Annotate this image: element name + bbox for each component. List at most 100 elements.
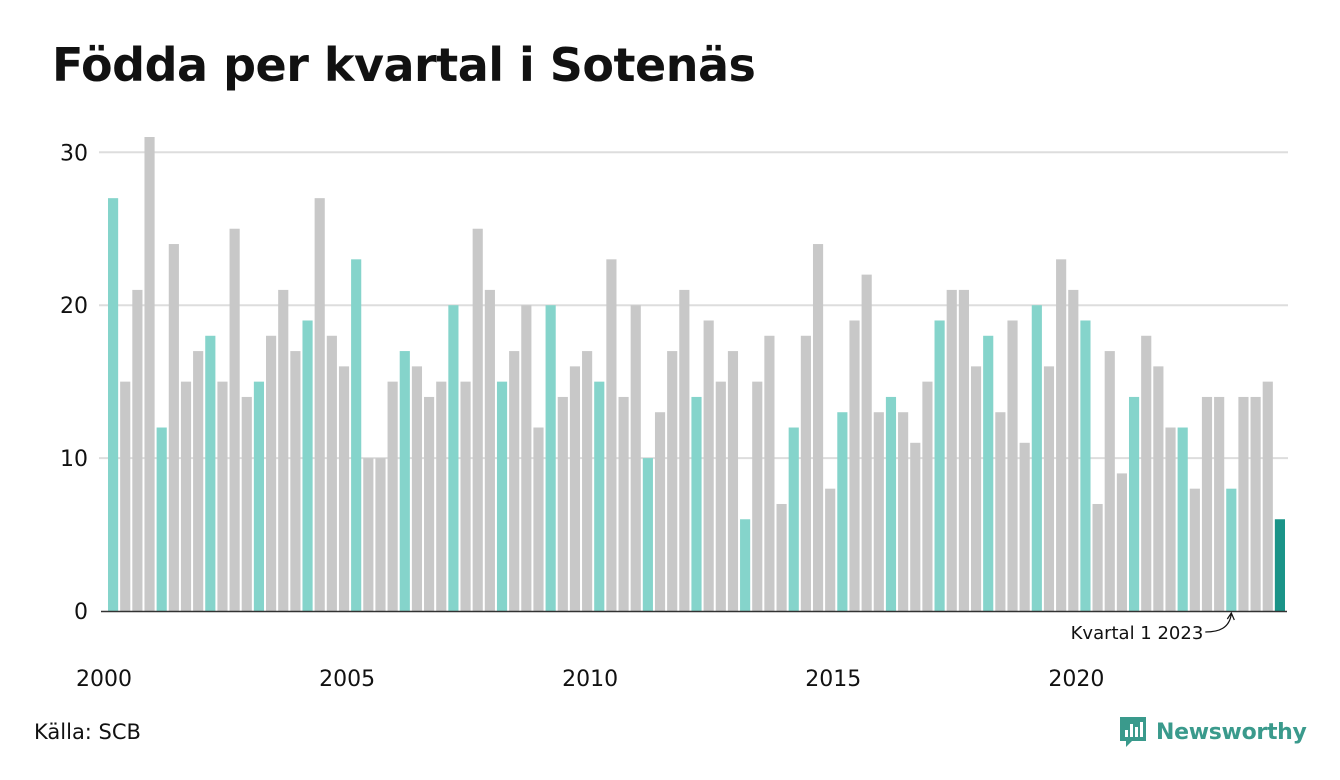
y-tick-label: 20 [60, 294, 88, 319]
bar [156, 427, 167, 611]
chart-title: Födda per kvartal i Sotenäs [52, 38, 756, 92]
bar [193, 351, 204, 611]
bar [375, 458, 386, 611]
bar [521, 305, 532, 611]
bar [569, 366, 581, 611]
annotation: Kvartal 1 2023 [1071, 611, 1235, 644]
bar [1068, 289, 1079, 611]
bar [1031, 305, 1042, 611]
bar [1007, 320, 1018, 611]
bar [1080, 320, 1091, 611]
brand-logo: Newsworthy [1118, 714, 1307, 750]
x-tick-label: 2020 [1048, 667, 1104, 692]
bar [752, 381, 763, 611]
bar [1177, 427, 1188, 611]
bar [788, 427, 799, 611]
y-tick-label: 0 [74, 600, 88, 625]
bar [1056, 259, 1067, 611]
bar [679, 289, 690, 611]
bar [1189, 488, 1200, 611]
bar [533, 427, 544, 611]
bar [180, 381, 192, 611]
bar [436, 381, 447, 611]
bars [108, 137, 1285, 611]
bar [1128, 396, 1140, 611]
bar [1043, 366, 1055, 611]
bar [1262, 381, 1273, 611]
bar [399, 351, 410, 611]
bar [910, 442, 921, 611]
bar [132, 289, 143, 611]
bar [1274, 519, 1285, 611]
bar [606, 259, 617, 611]
bar [703, 320, 714, 611]
bar [983, 335, 994, 611]
bar [424, 396, 435, 611]
x-tick-label: 2000 [76, 667, 132, 692]
bar [241, 396, 252, 611]
bar [970, 366, 982, 611]
bar [509, 351, 520, 611]
bar [667, 351, 678, 611]
bar [958, 289, 969, 611]
bar [460, 381, 471, 611]
bar-chart: 0 10 20 30 2000 2005 2010 2015 2020 Kvartal 1 2… [60, 137, 1288, 692]
bar [582, 351, 593, 611]
bar [363, 458, 374, 611]
bar [764, 335, 775, 611]
bar [849, 320, 860, 611]
bar [727, 351, 739, 611]
bar [557, 396, 568, 611]
brand-name: Newsworthy [1156, 719, 1307, 745]
bar [253, 381, 265, 611]
bar [290, 351, 301, 611]
bar [691, 396, 702, 611]
bar [217, 381, 228, 611]
bar [861, 274, 872, 611]
bar [1019, 442, 1030, 611]
bar [837, 412, 848, 611]
bar [812, 244, 824, 611]
bar [1250, 396, 1261, 611]
bar [411, 366, 423, 611]
bar [168, 244, 179, 611]
bar [448, 305, 459, 611]
bar [1226, 488, 1237, 611]
bar [740, 519, 751, 611]
bar [266, 335, 277, 611]
y-tick-label: 10 [60, 447, 88, 472]
bar [205, 335, 216, 611]
bar [1104, 351, 1115, 611]
bar [630, 305, 641, 611]
bar [338, 366, 350, 611]
bar [1214, 396, 1225, 611]
bar [873, 412, 884, 611]
bar [545, 305, 556, 611]
bar [229, 228, 240, 611]
bar [825, 488, 836, 611]
bar [1201, 396, 1213, 611]
bar [1153, 366, 1164, 611]
bar [314, 198, 325, 611]
bar [618, 396, 629, 611]
bar [1141, 335, 1152, 611]
x-tick-label: 2010 [562, 667, 618, 692]
x-axis-ticks: 2000 2005 2010 2015 2020 [76, 667, 1104, 692]
bar [1092, 503, 1103, 611]
source-label: Källa: SCB [34, 720, 141, 744]
bar [922, 381, 933, 611]
bar [484, 289, 495, 611]
bar [108, 198, 119, 611]
bar [654, 412, 666, 611]
bar [898, 412, 909, 611]
bar [715, 381, 726, 611]
bar [387, 381, 398, 611]
bar [995, 412, 1006, 611]
bar [302, 320, 313, 611]
x-tick-label: 2015 [805, 667, 861, 692]
y-axis-ticks: 0 10 20 30 [60, 141, 88, 625]
y-tick-label: 30 [60, 141, 88, 166]
bar [776, 503, 787, 611]
bar [326, 335, 337, 611]
bar [1238, 396, 1249, 611]
